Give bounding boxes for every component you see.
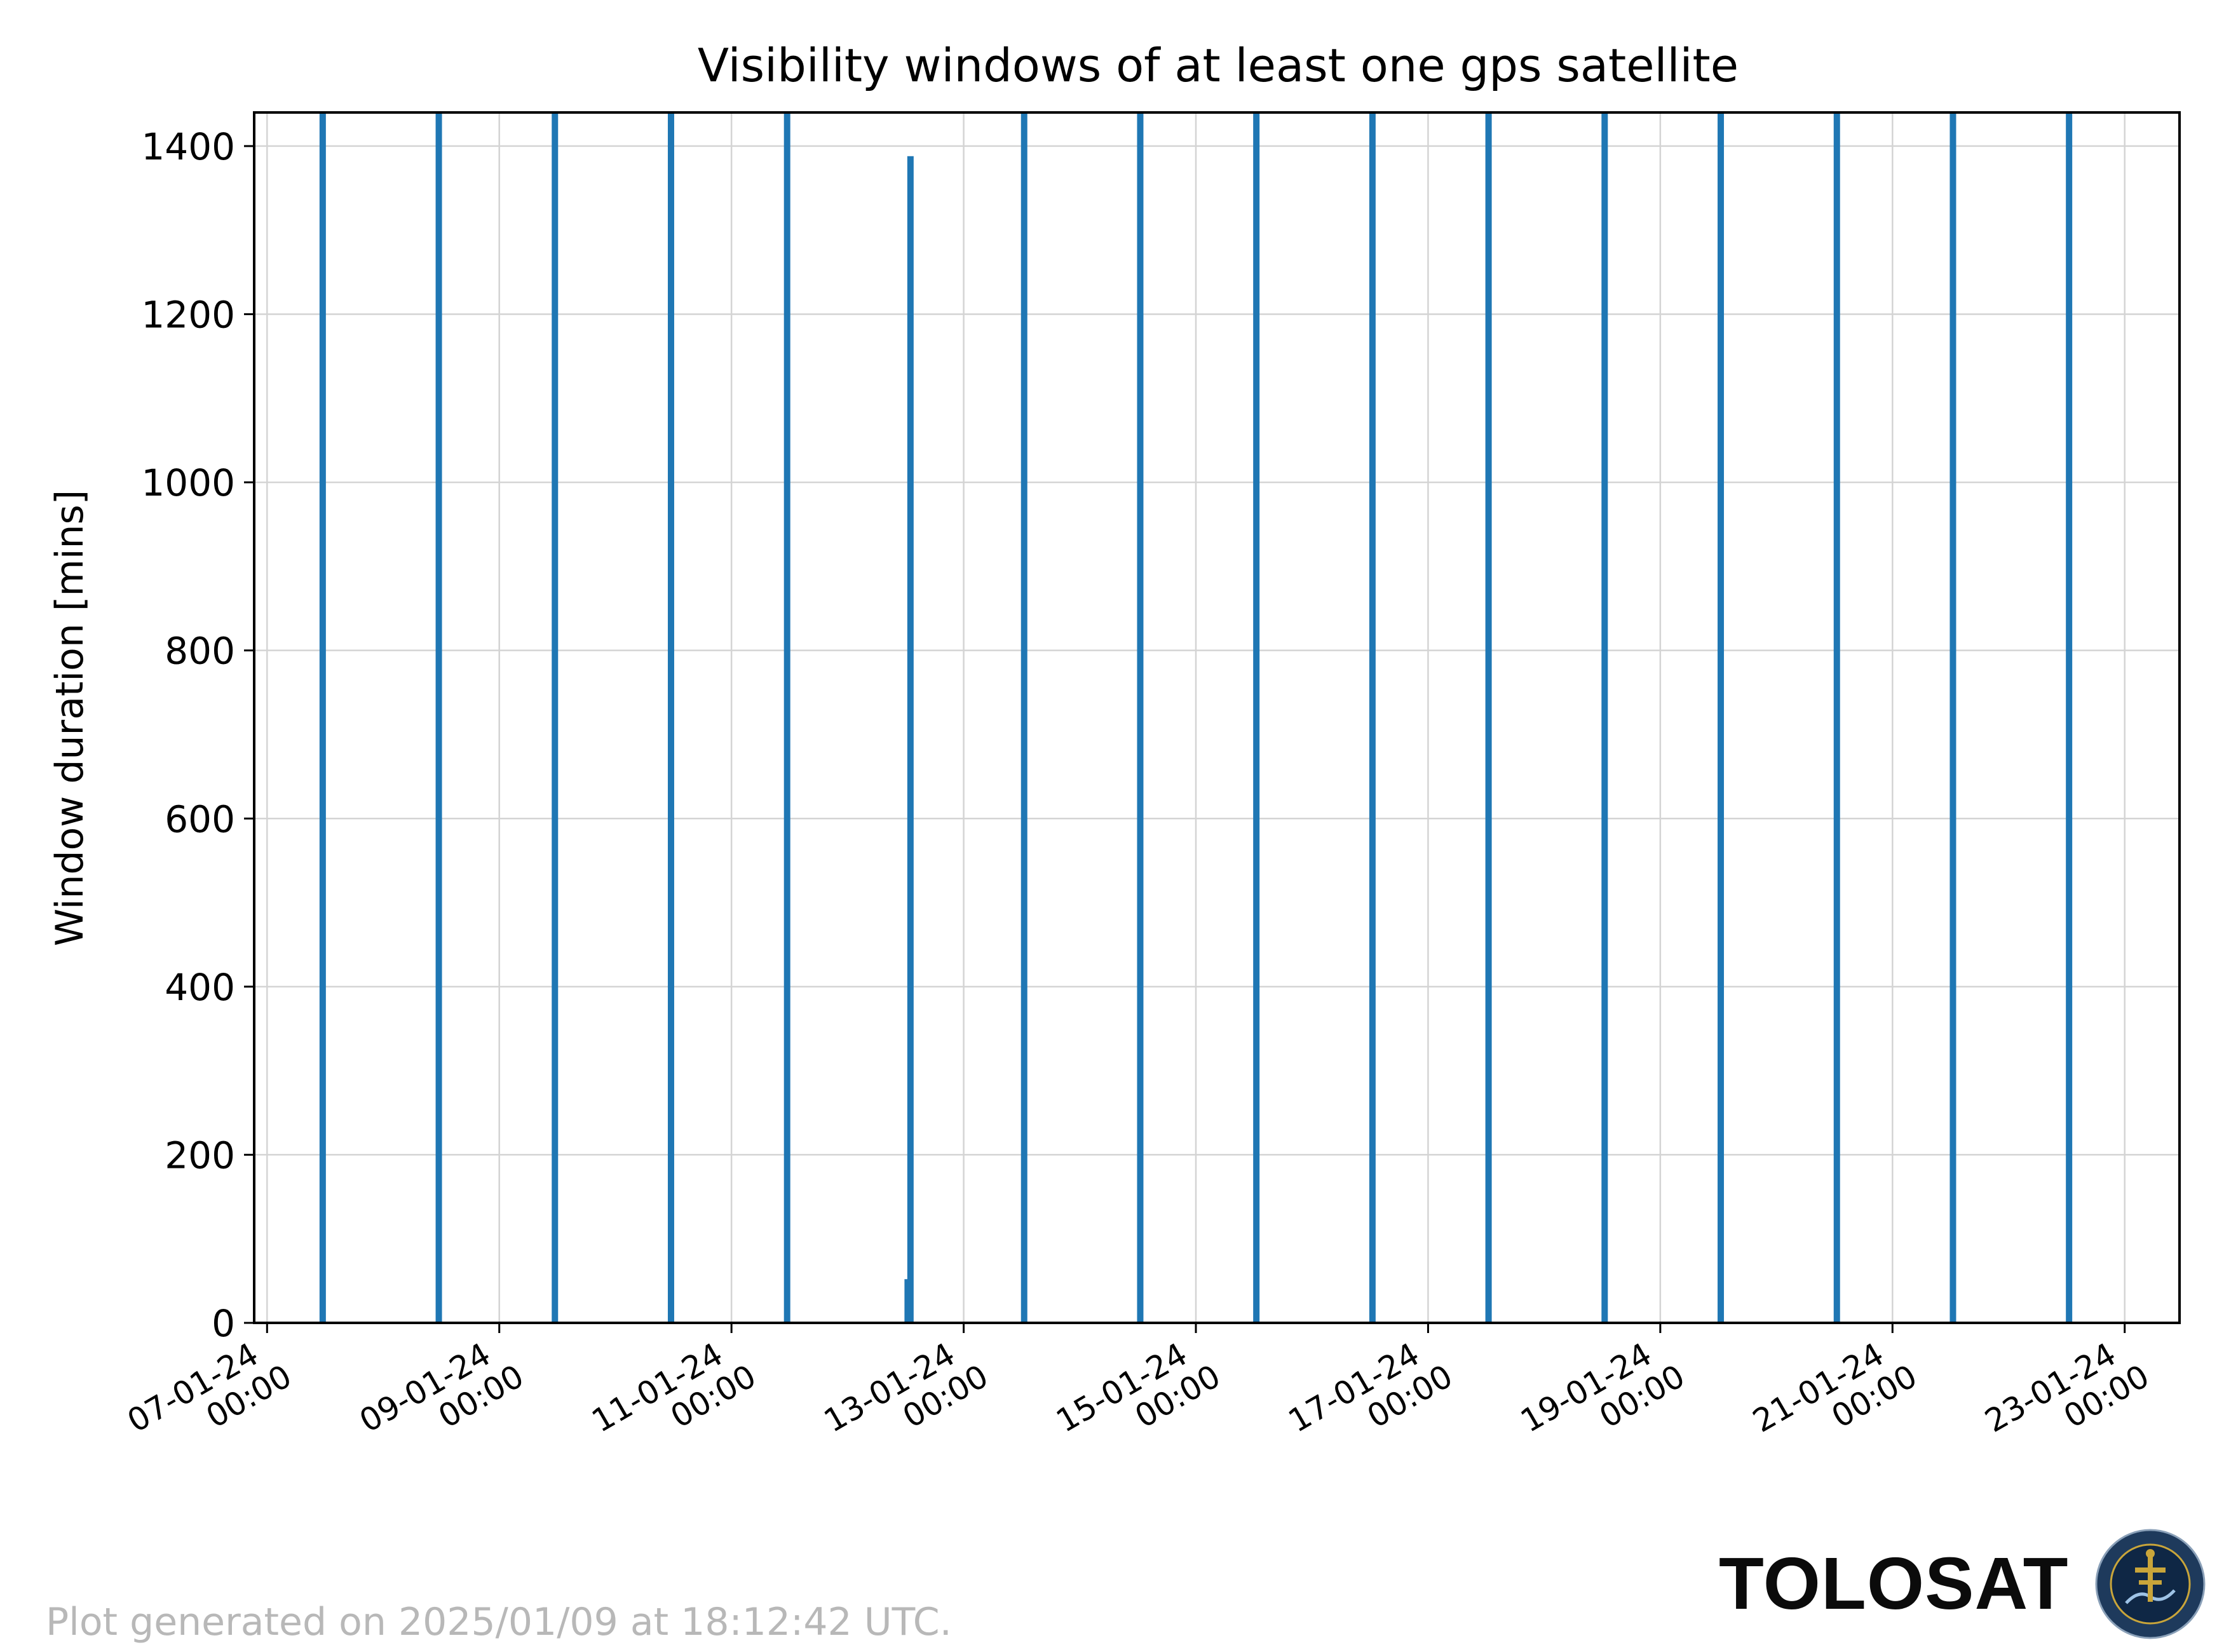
visibility-window-bar	[552, 112, 559, 1323]
visibility-window-bar	[1369, 112, 1376, 1323]
visibility-window-bar	[1137, 112, 1144, 1323]
visibility-window-bar	[319, 112, 326, 1323]
chart-title: Visibility windows of at least one gps s…	[698, 39, 1739, 92]
visibility-window-bar	[2066, 112, 2073, 1323]
y-tick-label: 400	[165, 966, 235, 1009]
generated-timestamp-note: Plot generated on 2025/01/09 at 18:12:42…	[46, 1600, 952, 1644]
visibility-window-bar	[1485, 112, 1492, 1323]
bar-series	[319, 112, 2073, 1324]
visibility-window-bar	[1020, 112, 1027, 1323]
y-tick-label: 600	[165, 797, 235, 841]
visibility-window-bar	[667, 112, 674, 1323]
y-tick-label: 1000	[141, 461, 235, 504]
y-tick-label: 0	[212, 1302, 235, 1345]
y-tick-label: 1400	[141, 125, 235, 168]
visibility-window-bar	[435, 112, 442, 1323]
y-tick-label: 800	[165, 630, 235, 673]
grid-lines	[254, 112, 2180, 1324]
y-axis-label: Window duration [mins]	[48, 490, 92, 946]
tolosat-logo-icon	[2095, 1529, 2206, 1639]
visibility-window-bar	[1601, 112, 1608, 1323]
y-tick-label: 1200	[141, 294, 235, 337]
y-tick-label: 200	[165, 1134, 235, 1177]
visibility-window-bar	[1718, 112, 1725, 1323]
tolosat-wordmark: TOLOSAT	[1719, 1542, 2069, 1625]
visibility-window-bar	[1949, 112, 1956, 1323]
visibility-window-bar	[907, 156, 914, 1324]
y-axis-ticks: 0 200 400 600 800 1000 1200 1400	[141, 125, 254, 1345]
visibility-window-bar	[783, 112, 790, 1323]
visibility-window-bar	[1253, 112, 1260, 1323]
visibility-window-bar	[1833, 112, 1840, 1323]
plot-frame	[253, 111, 2181, 1324]
